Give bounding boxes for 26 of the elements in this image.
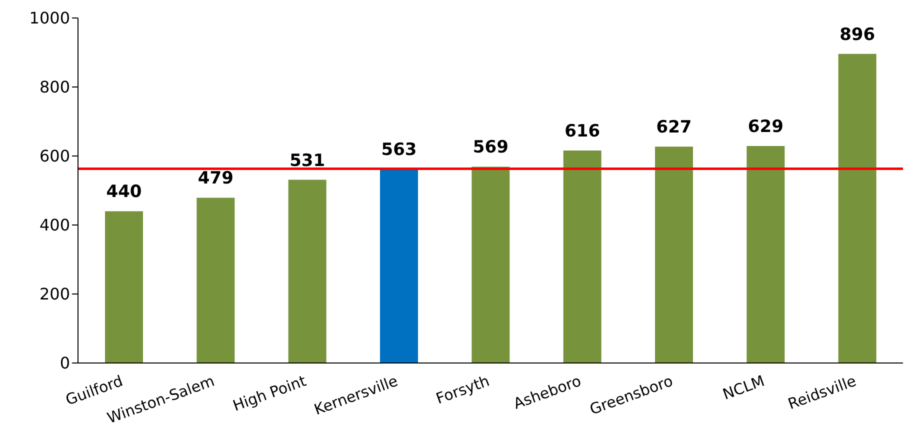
data-label: 479: [198, 168, 234, 189]
data-label: 616: [564, 121, 600, 142]
data-label: 627: [656, 118, 692, 138]
bar: [288, 180, 326, 363]
bar: [655, 146, 693, 363]
data-label: 896: [840, 24, 876, 45]
bar: [105, 211, 143, 363]
data-label: 569: [472, 138, 508, 158]
bar: [563, 150, 602, 363]
bar: [472, 166, 510, 363]
bar: [380, 168, 418, 363]
y-tick-label: 200: [39, 284, 70, 304]
data-label: 440: [106, 182, 142, 202]
x-tick-label: NCLM: [720, 372, 767, 404]
data-label: 563: [381, 140, 417, 160]
y-tick-label: 1000: [29, 8, 70, 28]
data-label: 629: [748, 116, 784, 137]
y-tick-label: 400: [39, 216, 70, 235]
y-tick-label: 600: [39, 146, 70, 166]
x-tick-label: High Point: [230, 372, 309, 415]
bar: [746, 146, 785, 363]
y-tick-label: 0: [60, 354, 70, 373]
data-label: 531: [290, 150, 326, 171]
bar: [196, 198, 235, 363]
bar: [838, 54, 876, 363]
y-tick-label: 800: [39, 78, 70, 97]
